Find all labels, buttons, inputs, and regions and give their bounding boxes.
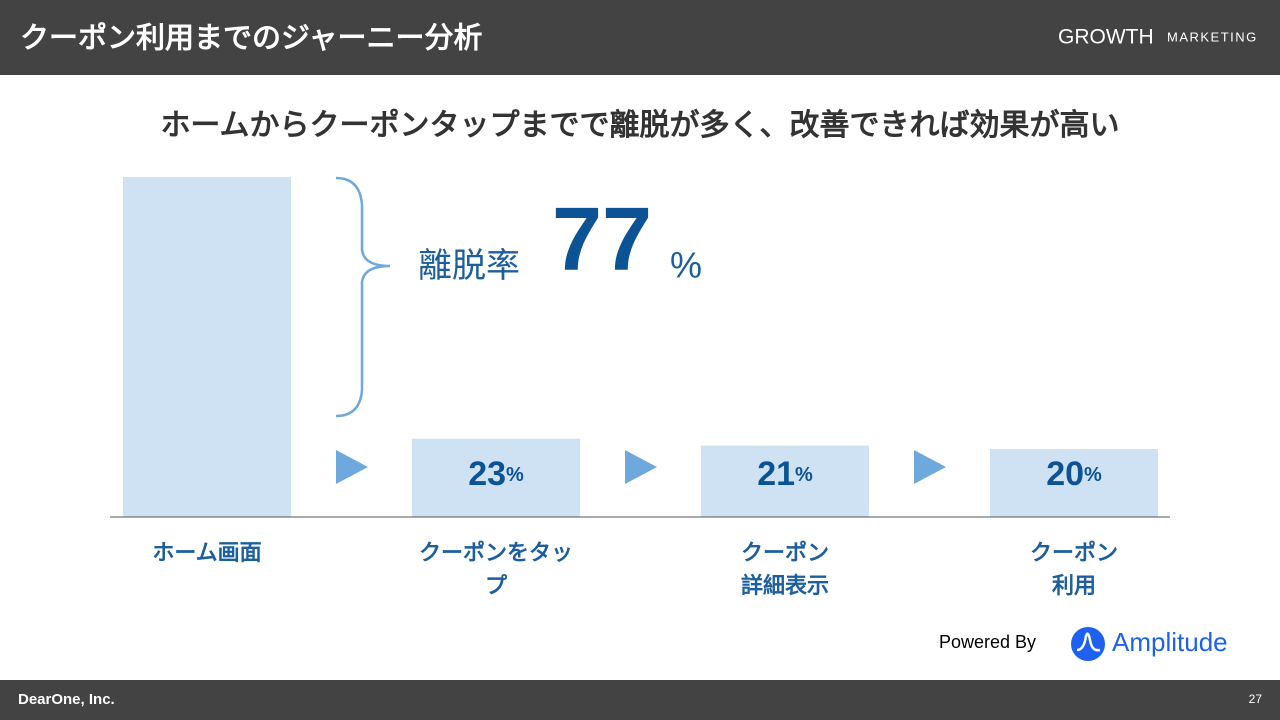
bar xyxy=(412,438,580,517)
header-title: クーポン利用までのジャーニー分析 xyxy=(20,22,483,55)
category-label: クーポン 利用 xyxy=(1029,540,1118,598)
logo: GROWTH xyxy=(1058,26,1154,49)
value-label: 21% xyxy=(757,455,813,493)
bar xyxy=(701,445,869,517)
annotation-label: 離脱率 xyxy=(418,247,520,285)
chart-title: ホームからクーポンタップまでで離脱が多く、改善できれば効果が高い xyxy=(160,108,1119,142)
brace xyxy=(335,176,391,418)
footer-company: DearOne, Inc. xyxy=(18,691,115,708)
amplitude-brand: Amplitude xyxy=(1112,627,1228,657)
value-label: 20% xyxy=(1046,455,1102,493)
footer-bar xyxy=(0,680,1280,720)
category-label: クーポン 詳細表示 xyxy=(740,540,829,598)
bar xyxy=(990,449,1158,517)
logo-sub: MARKETING xyxy=(1167,29,1258,44)
annotation-value: 77 xyxy=(552,190,652,290)
category-label: ホーム画面 xyxy=(152,540,262,565)
powered-by: Powered By xyxy=(939,632,1036,652)
step-arrow xyxy=(625,450,657,484)
header-bar xyxy=(0,0,1280,75)
step-arrow xyxy=(914,450,946,484)
category-label: クーポンをタップ xyxy=(418,540,573,598)
annotation-unit: % xyxy=(670,245,702,286)
value-label: 23% xyxy=(468,455,524,493)
amplitude-icon xyxy=(1071,627,1105,661)
amplitude-wave xyxy=(1076,632,1101,652)
page-number: 27 xyxy=(1249,692,1263,706)
bar xyxy=(123,177,291,517)
step-arrow xyxy=(336,450,368,484)
